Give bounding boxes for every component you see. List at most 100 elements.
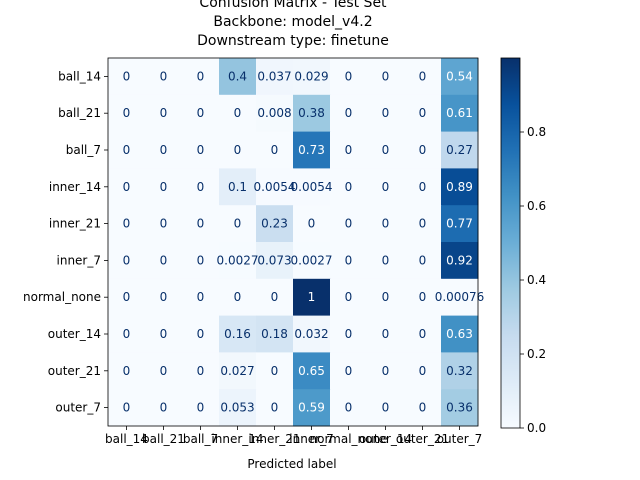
heatmap-cell [108, 352, 146, 390]
y-tick-label: outer_14 [48, 327, 101, 341]
heatmap-cell [219, 205, 257, 243]
cell-value-label: 0.008 [257, 106, 291, 120]
cell-value-label: 0 [345, 69, 353, 83]
heatmap-cell [145, 389, 183, 427]
heatmap-cell [404, 58, 442, 96]
cell-value-label: 0.1 [228, 180, 247, 194]
heatmap-cell [293, 242, 331, 280]
cell-value-label: 0.029 [294, 69, 328, 83]
cell-value-label: 0 [382, 327, 390, 341]
cell-value-label: 0 [271, 290, 279, 304]
heatmap-cell [293, 278, 331, 317]
heatmap-cell [219, 315, 257, 353]
cell-value-label: 0 [382, 290, 390, 304]
y-axis-ticks: ball_14 ball_21 ball_7 inner_14 inner_21inne… [23, 69, 108, 415]
cell-value-label: 0 [197, 69, 205, 83]
heatmap-cell [108, 278, 146, 317]
cell-value-label: 0.38 [298, 106, 325, 120]
heatmap-cells [108, 58, 479, 427]
heatmap-cell [182, 242, 220, 280]
cell-value-label: 0 [123, 106, 131, 120]
cell-value-label: 0.00076 [435, 290, 485, 304]
heatmap-cell [367, 242, 405, 280]
cell-value-label: 0.032 [294, 327, 328, 341]
heatmap-cell [404, 168, 442, 206]
cell-value-label: 0 [123, 253, 131, 267]
cell-value-label: 0 [123, 364, 131, 378]
cell-value-label: 0.36 [446, 401, 473, 415]
heatmap-cell [145, 168, 183, 206]
heatmap-cell-labels: 0 0 0 0.4 0.037 0.029 0 0 0 0.540 0 0 0 0.008 0.38 0 0 0 0… [123, 69, 485, 414]
cell-value-label: 0.27 [446, 143, 473, 157]
cell-value-label: 0.037 [257, 69, 291, 83]
chart-title-line: Downstream type: finetune [197, 33, 389, 49]
cell-value-label: 0 [160, 106, 168, 120]
cell-value-label: 0 [160, 217, 168, 231]
cell-value-label: 0.65 [298, 364, 325, 378]
heatmap-cell [145, 58, 183, 96]
heatmap-cell [441, 58, 479, 96]
cell-value-label: 0 [271, 364, 279, 378]
cell-value-label: 0 [123, 69, 131, 83]
cell-value-label: 0 [123, 401, 131, 415]
cell-value-label: 0 [123, 143, 131, 157]
cell-value-label: 0 [419, 143, 427, 157]
cell-value-label: 0 [419, 106, 427, 120]
heatmap-cell [404, 94, 442, 133]
heatmap-cell [108, 389, 146, 427]
heatmap-cell [108, 131, 146, 169]
cell-value-label: 0 [197, 401, 205, 415]
heatmap-cell [293, 205, 331, 243]
cell-value-label: 0 [197, 290, 205, 304]
heatmap-cell [293, 94, 331, 133]
cell-value-label: 0 [382, 253, 390, 267]
heatmap-cell [256, 389, 294, 427]
x-axis-ticks: ball_14ball_21ball_7inner_14inner_21inne… [105, 426, 482, 446]
cell-value-label: 0 [234, 106, 242, 120]
heatmap-cell [330, 58, 368, 96]
cell-value-label: 0 [197, 253, 205, 267]
heatmap-cell [145, 278, 183, 317]
cell-value-label: 0 [197, 327, 205, 341]
cell-value-label: 0.32 [446, 364, 473, 378]
cell-value-label: 0.053 [220, 401, 254, 415]
heatmap-cell [293, 315, 331, 353]
heatmap-cell [256, 58, 294, 96]
heatmap-cell [367, 94, 405, 133]
heatmap-cell [404, 315, 442, 353]
cell-value-label: 0 [160, 180, 168, 194]
cell-value-label: 0 [345, 290, 353, 304]
cell-value-label: 1 [308, 290, 316, 304]
y-tick-label: inner_21 [49, 217, 101, 231]
cell-value-label: 0 [234, 217, 242, 231]
heatmap-cell [108, 315, 146, 353]
heatmap-cell [293, 58, 331, 96]
cell-value-label: 0 [197, 364, 205, 378]
heatmap-cell [256, 315, 294, 353]
heatmap-cell [367, 389, 405, 427]
heatmap-cell [145, 131, 183, 169]
colorbar-tick-label: 0.0 [527, 421, 546, 435]
heatmap-cell [256, 278, 294, 317]
cell-value-label: 0 [345, 364, 353, 378]
heatmap-cell [108, 168, 146, 206]
heatmap-cell [293, 352, 331, 390]
cell-value-label: 0 [271, 143, 279, 157]
heatmap-cell [182, 94, 220, 133]
cell-value-label: 0 [382, 106, 390, 120]
heatmap-cell [256, 168, 294, 206]
heatmap-cell [182, 315, 220, 353]
x-tick-label: inner_14 [211, 432, 263, 446]
cell-value-label: 0 [197, 106, 205, 120]
heatmap-cell [145, 205, 183, 243]
heatmap-cell [219, 242, 257, 280]
heatmap-cell [330, 315, 368, 353]
x-tick-label: ball_21 [142, 432, 185, 446]
cell-value-label: 0.0054 [254, 180, 296, 194]
heatmap-cell [219, 94, 257, 133]
cell-value-label: 0.0027 [217, 253, 259, 267]
cell-value-label: 0 [123, 217, 131, 231]
heatmap-cell [441, 205, 479, 243]
heatmap-cell [330, 94, 368, 133]
